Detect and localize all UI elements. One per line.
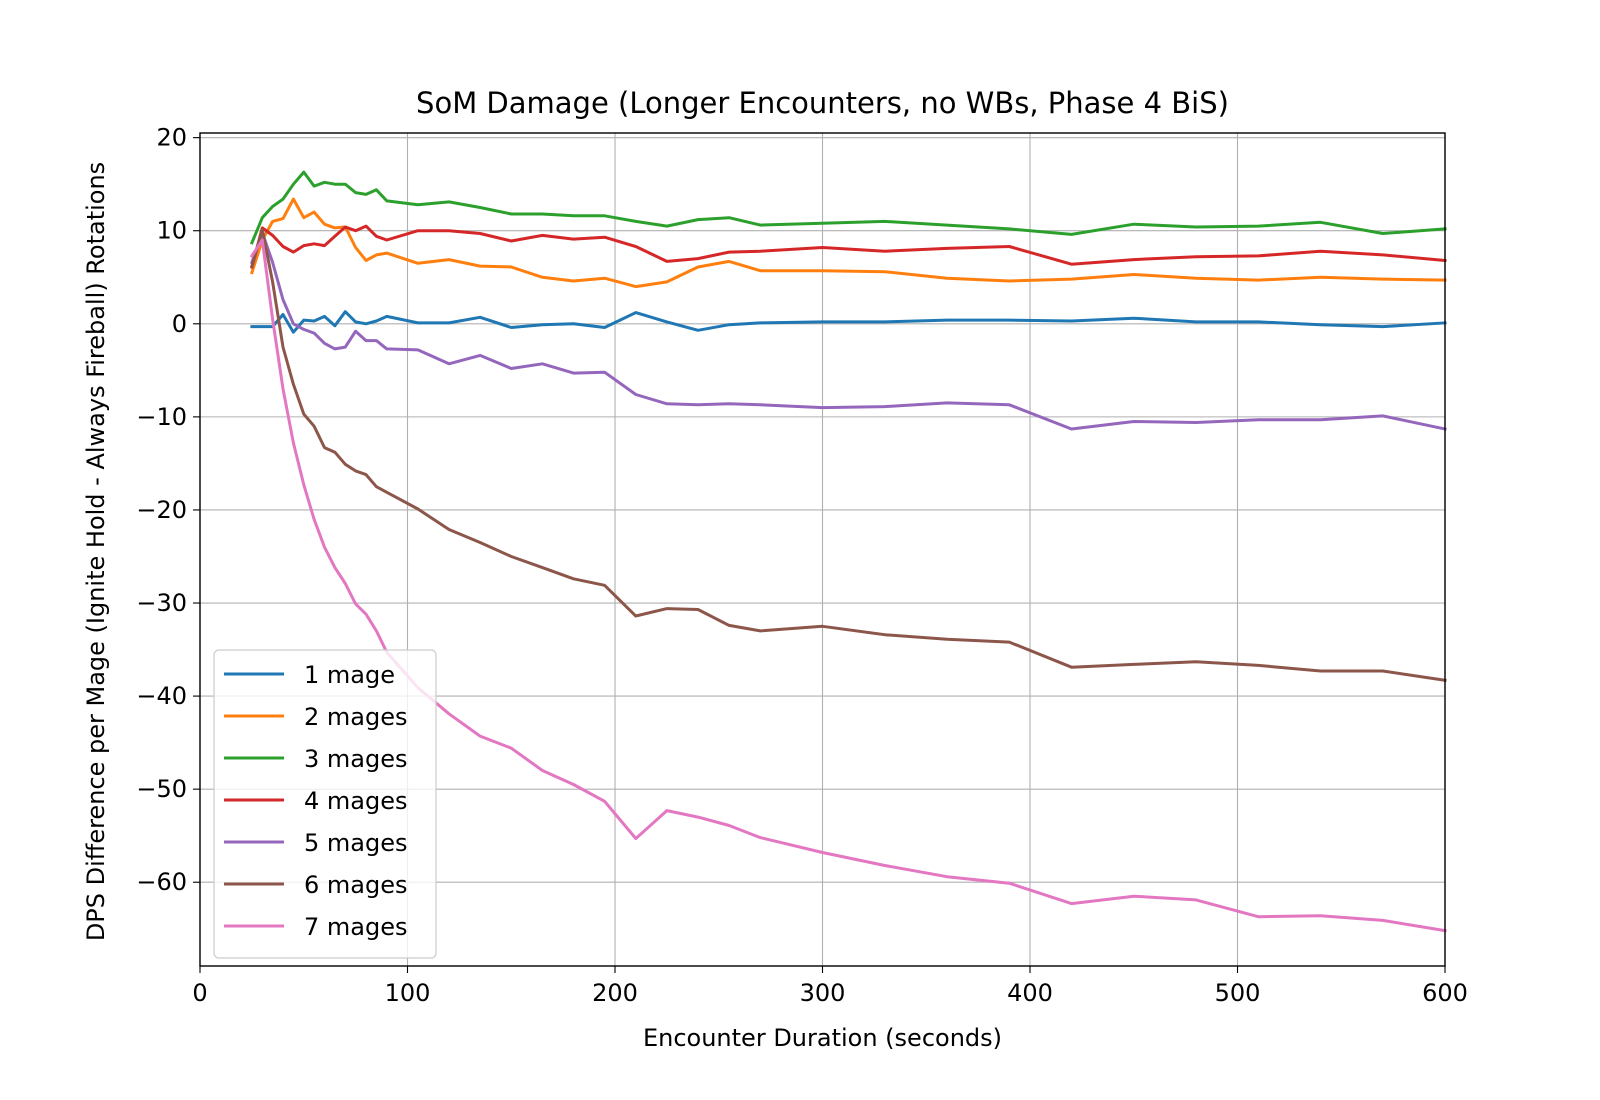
y-tick-label: −60 <box>136 868 187 896</box>
legend: 1 mage 2 mages 3 mages 4 mages 5 mages 6 mage… <box>213 649 437 959</box>
y-tick-label: 0 <box>172 310 187 338</box>
y-tick-label: 20 <box>156 124 187 152</box>
legend-label-7: 7 mages <box>304 913 408 941</box>
series-lines <box>249 170 1447 933</box>
series-line-1 <box>250 310 1447 334</box>
x-tick-label: 400 <box>1007 979 1053 1007</box>
y-tick-label: −10 <box>136 403 187 431</box>
legend-label-3: 3 mages <box>304 745 408 773</box>
y-tick-label: 10 <box>156 217 187 245</box>
chart-title: SoM Damage (Longer Encounters, no WBs, P… <box>416 86 1229 120</box>
x-tick-label: 200 <box>592 979 638 1007</box>
series-line-6 <box>250 228 1447 683</box>
grid <box>199 133 1446 966</box>
x-tick-label: 600 <box>1422 979 1468 1007</box>
series-line-2 <box>250 197 1447 289</box>
legend-box <box>213 649 437 959</box>
y-tick-label: −30 <box>136 589 187 617</box>
legend-label-4: 4 mages <box>304 787 408 815</box>
x-tick-label: 100 <box>385 979 431 1007</box>
x-tick-label: 0 <box>192 979 207 1007</box>
series-line-7 <box>249 238 1447 933</box>
y-tick-label: −20 <box>136 496 187 524</box>
y-tick-label: −50 <box>136 775 187 803</box>
legend-label-5: 5 mages <box>304 829 408 857</box>
x-tick-label: 500 <box>1215 979 1261 1007</box>
series-line-5 <box>249 231 1447 431</box>
legend-label-6: 6 mages <box>304 871 408 899</box>
legend-label-2: 2 mages <box>304 703 408 731</box>
x-tick-label: 300 <box>800 979 846 1007</box>
y-axis-label: DPS Difference per Mage (Ignite Hold - A… <box>82 162 110 941</box>
x-axis-label: Encounter Duration (seconds) <box>643 1024 1002 1052</box>
series-line-3 <box>249 170 1447 245</box>
axis-ticks: 0 100 200 300 400 500 60020100−10−20−30−40−50−… <box>136 124 1468 1007</box>
y-tick-label: −40 <box>136 682 187 710</box>
legend-label-1: 1 mage <box>304 661 395 689</box>
series-line-4 <box>250 224 1447 269</box>
